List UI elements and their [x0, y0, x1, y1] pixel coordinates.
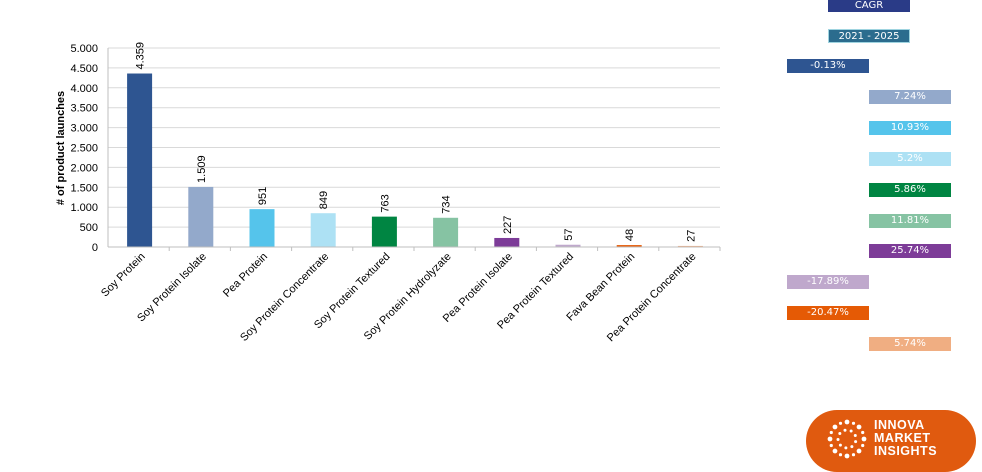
y-tick-label: 4.500 — [70, 63, 98, 75]
y-tick-label: 3.000 — [70, 123, 98, 135]
bar — [249, 209, 275, 247]
innova-logo: INNOVA MARKET INSIGHTS — [806, 410, 976, 472]
y-tick-label: 2.000 — [70, 162, 98, 174]
x-tick-label: Fava Bean Protein — [564, 251, 637, 324]
data-label: 951 — [257, 187, 269, 205]
bar — [188, 186, 214, 247]
data-label: 27 — [685, 230, 697, 242]
cagr-value: 10.93% — [869, 121, 951, 135]
y-axis-label: # of product launches — [55, 91, 67, 205]
y-tick-label: 1.000 — [70, 202, 98, 214]
cagr-value: 11.81% — [869, 214, 951, 228]
y-tick-label: 3.500 — [70, 103, 98, 115]
logo-wordmark: INNOVA MARKET INSIGHTS — [874, 419, 937, 458]
bars: 4.359 1.509 951 849 763 734 227 57 48 27 — [127, 42, 703, 247]
dots-ring-icon — [827, 419, 867, 459]
bar — [494, 237, 520, 247]
y-tick-label: 500 — [80, 222, 98, 234]
y-axis: 0 500 1.000 1.500 2.000 2.500 3.000 3.500 4.000 4… — [70, 43, 109, 254]
data-label: 4.359 — [135, 42, 147, 70]
x-tick-label: Soy Protein — [99, 251, 148, 300]
data-label: 763 — [379, 194, 391, 212]
logo-line-2: MARKET — [874, 431, 931, 445]
bar — [555, 244, 581, 247]
x-tick-label: Soy Protein Isolate — [135, 251, 209, 325]
bar — [616, 245, 642, 247]
data-label: 1.509 — [196, 155, 208, 183]
cagr-value: -17.89% — [787, 275, 869, 289]
data-label: 227 — [502, 216, 514, 234]
cagr-value: -20.47% — [787, 306, 869, 320]
y-tick-label: 2.500 — [70, 143, 98, 155]
x-tick-label: Pea Protein — [221, 251, 270, 300]
cagr-value: -0.13% — [787, 59, 869, 73]
data-label: 57 — [563, 228, 575, 240]
y-tick-label: 4.000 — [70, 83, 98, 95]
cagr-header: CAGR — [828, 0, 910, 12]
cagr-value: 7.24% — [869, 90, 951, 104]
cagr-value: 5.86% — [869, 183, 951, 197]
bar — [433, 217, 459, 247]
bar — [371, 216, 397, 247]
cagr-value: 5.2% — [869, 152, 951, 166]
cagr-value: 5.74% — [869, 337, 951, 351]
cagr-period: 2021 - 2025 — [828, 29, 910, 43]
data-label: 849 — [318, 191, 330, 209]
bar — [310, 213, 336, 247]
y-tick-label: 0 — [92, 242, 98, 254]
logo-line-3: INSIGHTS — [874, 444, 938, 458]
cagr-value: 25.74% — [869, 244, 951, 258]
bar — [677, 245, 703, 247]
y-tick-label: 5.000 — [70, 43, 98, 55]
data-label: 734 — [441, 195, 453, 213]
y-tick-label: 1.500 — [70, 182, 98, 194]
bar — [127, 73, 153, 247]
data-label: 48 — [624, 229, 636, 241]
logo-line-1: INNOVA — [874, 418, 925, 432]
